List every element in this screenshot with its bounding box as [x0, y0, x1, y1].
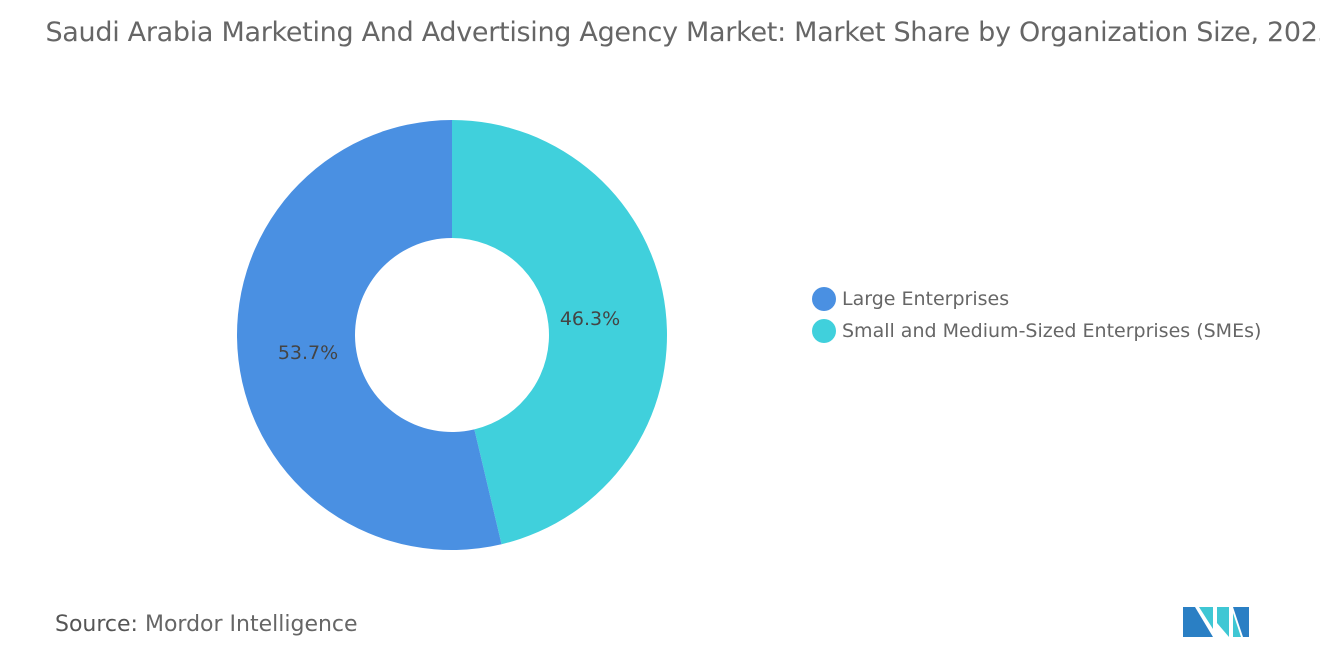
legend-label: Large Enterprises — [842, 288, 1010, 310]
source-value: Mordor Intelligence — [144, 612, 358, 637]
donut-slice-large[interactable] — [237, 120, 502, 550]
legend-swatch-large — [812, 287, 836, 311]
source: Source: Mordor Intelligence — [55, 612, 358, 637]
legend-item-large[interactable]: Large Enterprises — [812, 283, 1261, 315]
mordor-logo-icon — [1183, 607, 1249, 637]
legend-label: Small and Medium-Sized Enterprises (SMEs… — [842, 320, 1262, 342]
donut-slice-smes[interactable] — [452, 120, 667, 545]
legend-swatch-smes — [812, 319, 836, 343]
source-label: Source: — [55, 612, 138, 637]
data-label: 53.7% — [278, 342, 338, 364]
chart-title: Saudi Arabia Marketing And Advertising A… — [45, 17, 1320, 48]
data-label: 46.3% — [560, 308, 620, 330]
legend-item-smes[interactable]: Small and Medium-Sized Enterprises (SMEs… — [812, 315, 1261, 347]
legend: Large Enterprises Small and Medium-Sized… — [812, 283, 1261, 347]
